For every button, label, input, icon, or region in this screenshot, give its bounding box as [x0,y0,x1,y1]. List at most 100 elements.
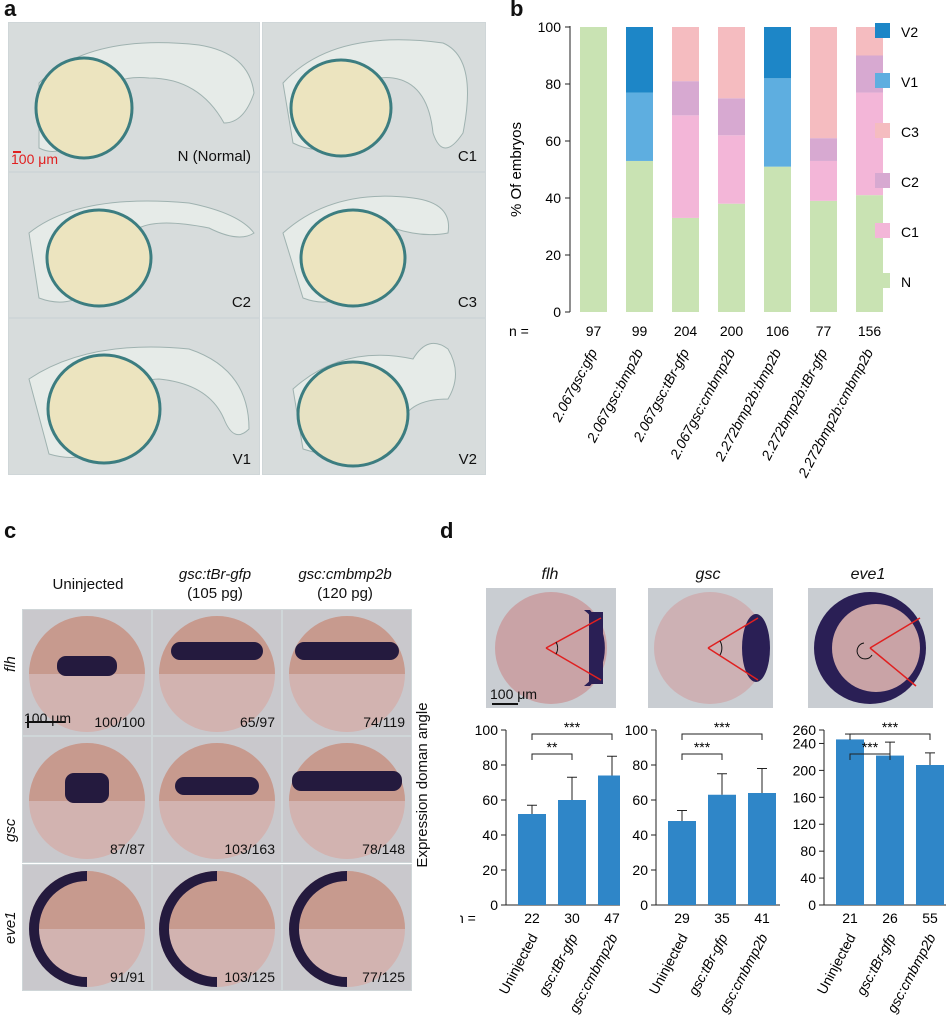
embryo-drawing [292,342,456,468]
y-tick-label: 260 [793,722,817,738]
row-label: eve1 [2,911,19,944]
bar-segment-C1 [810,160,837,201]
flh-angle-bar-chart: 02040608010022Uninjected30gsc:tBr-gfp47g… [460,719,620,1015]
insitu-image-gsc: 103/163 [152,736,282,863]
y-tick-label: 20 [545,247,561,263]
bar-segment-N [580,27,607,312]
significance-bracket [531,733,613,740]
scale-bar-label: 100 μm [11,151,58,167]
row-label: gsc [2,818,19,842]
y-tick-label: 0 [490,897,498,913]
bar-segment-V1 [626,92,653,161]
stacked-bar-chart: 0 20 40 60 80 100 % Of embryos 97 2.067gsc:gfp 99… [508,19,919,481]
image-caption: V2 [458,451,477,468]
insitu-image-eve1: 91/91 [22,864,152,991]
bar [916,765,944,905]
n-label: 26 [882,910,898,926]
y-tick-label: 60 [632,792,648,808]
n-label: 29 [674,910,690,926]
bar-segment-C3 [672,27,699,82]
embryo-drawing [159,871,275,987]
bar-segment-N [810,200,837,312]
scale-bar-line [13,151,21,153]
y-axis-label: % Of embryos [508,122,525,217]
bar-segment-C2 [672,81,699,116]
scale-bar-line [492,703,518,705]
bar [708,794,736,905]
embryo-image-v1: V1 [8,318,260,475]
bar [876,755,904,905]
x-category-label: gsc:tBr-gfp [853,931,899,998]
embryo-drawing [282,195,450,308]
bar-segment-C3 [718,27,745,99]
image-caption: C3 [457,294,477,311]
y-tick-label: 40 [482,827,498,843]
scale-bar-label: 100 μm [490,686,537,702]
ratio-label: 87/87 [109,841,145,857]
bar-segment-C1 [672,115,699,218]
column-subtitle: (120 pg) [317,585,373,602]
n-label: 41 [754,910,770,926]
significance-label: *** [714,719,731,735]
bar-segment-C2 [718,98,745,136]
y-tick-label: 0 [553,304,561,320]
image-caption: N (Normal) [177,148,251,165]
ratio-label: 103/125 [224,969,275,985]
significance-bracket [849,753,891,760]
insitu-image-gsc: 78/148 [282,736,412,863]
y-tick-label: 40 [800,870,816,886]
insitu-image-flh: 74/119 [282,609,412,736]
n-label: 22 [524,910,540,926]
y-tick-label: 100 [538,19,562,35]
bar-segment-N [856,195,883,312]
embryo-image-normal: 100 μm N (Normal) [8,22,260,172]
image-caption: C1 [457,148,477,165]
image-caption: V1 [232,451,251,468]
column-subtitle: (105 pg) [187,585,243,602]
significance-bracket [681,753,723,760]
ratio-label: 77/125 [362,969,405,985]
x-category-label: Uninjected [813,931,858,997]
insitu-image-gsc: 87/87 [22,736,152,863]
bar-segment-N [672,217,699,312]
embryo-drawing [34,42,255,160]
y-tick-label: 120 [793,816,817,832]
y-tick-label: 80 [632,757,648,773]
embryo-drawing [159,616,275,732]
embryo-drawing [282,39,468,158]
n-prefix: n = [509,323,529,339]
bar-segment-N [718,203,745,312]
bar [518,814,546,905]
bar [748,793,776,905]
insitu-image-flh: 65/97 [152,609,282,736]
x-category-label: Uninjected [495,931,540,997]
n-label: 47 [604,910,620,926]
ratio-label: 103/163 [224,841,275,857]
legend-label: V2 [901,24,918,40]
ratio-label: 74/119 [363,714,405,730]
gene-label: flh [541,566,559,583]
scale-bar-label: 100 μm [24,710,71,726]
gsc-angle-image [648,588,773,708]
insitu-image-eve1: 77/125 [282,864,412,991]
column-header: gsc:tBr-gfp (105 pg) [150,565,280,603]
y-tick-label: 100 [475,722,499,738]
y-tick-label: 60 [545,133,561,149]
panel-letter-a: a [4,0,17,21]
n-label: 200 [720,323,744,339]
significance-bracket [681,733,763,740]
embryo-drawing [28,346,250,465]
image-caption: C2 [231,294,251,311]
column-header: Uninjected [18,575,158,594]
column-header: gsc:cmbmp2b (120 pg) [280,565,410,603]
bar-segment-V2 [626,27,653,93]
n-label: 106 [766,323,790,339]
bar-segment-C2 [810,138,837,161]
significance-label: *** [564,719,581,735]
legend-swatch-C3 [875,123,890,138]
flh-angle-image [486,588,616,708]
embryo-drawing [159,743,275,859]
embryo-drawing [29,871,145,987]
y-tick-label: 100 [625,722,649,738]
embryo-image-c2: C2 [8,172,260,318]
